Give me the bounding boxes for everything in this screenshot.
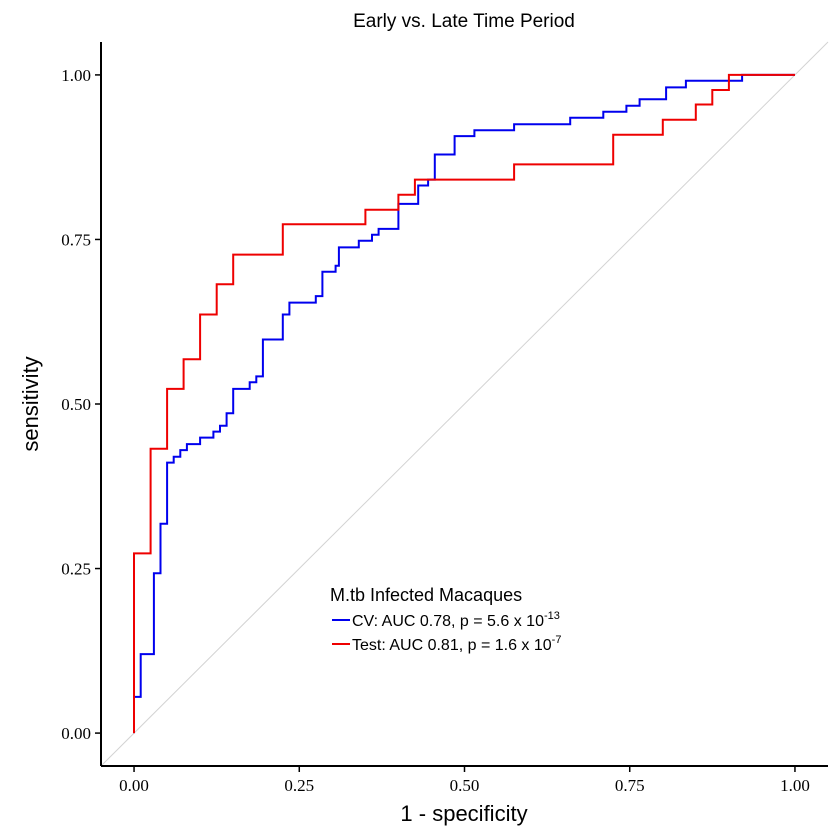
y-tick-label: 0.25: [61, 560, 91, 579]
x-tick-label: 0.50: [450, 776, 480, 795]
legend-label-test: Test: AUC 0.81, p = 1.6 x 10-7: [352, 634, 561, 654]
legend-entry-test: Test: AUC 0.81, p = 1.6 x 10-7: [332, 634, 561, 654]
legend-entry-cv: CV: AUC 0.78, p = 5.6 x 10-13: [332, 610, 560, 630]
x-axis-title: 1 - specificity: [400, 801, 527, 826]
legend-label-cv: CV: AUC 0.78, p = 5.6 x 10-13: [352, 610, 560, 630]
plot-area: [100, 41, 829, 767]
y-tick-label: 0.75: [61, 230, 91, 249]
legend-exponent-test: -7: [552, 634, 562, 646]
x-axis-ticks: 0.00 0.25 0.50 0.75 1.00: [119, 766, 810, 795]
series-line-test: [133, 73, 795, 734]
series-layer: [133, 73, 795, 734]
legend-title: M.tb Infected Macaques: [330, 585, 522, 605]
y-tick-label: 1.00: [61, 66, 91, 85]
chart-title: Early vs. Late Time Period: [353, 11, 575, 32]
series-line-cv: [133, 73, 795, 734]
x-tick-label: 0.25: [284, 776, 314, 795]
legend-exponent-cv: -13: [544, 610, 560, 622]
x-tick-label: 1.00: [780, 776, 810, 795]
x-tick-label: 0.00: [119, 776, 149, 795]
legend: M.tb Infected Macaques CV: AUC 0.78, p =…: [330, 585, 561, 654]
y-axis-title: sensitivity: [18, 356, 43, 451]
y-tick-label: 0.50: [61, 395, 91, 414]
y-tick-label: 0.00: [61, 724, 91, 743]
x-tick-label: 0.75: [615, 776, 645, 795]
y-axis-ticks: 0.00 0.25 0.50 0.75 1.00: [61, 66, 101, 743]
diagonal-reference-line: [100, 41, 829, 767]
